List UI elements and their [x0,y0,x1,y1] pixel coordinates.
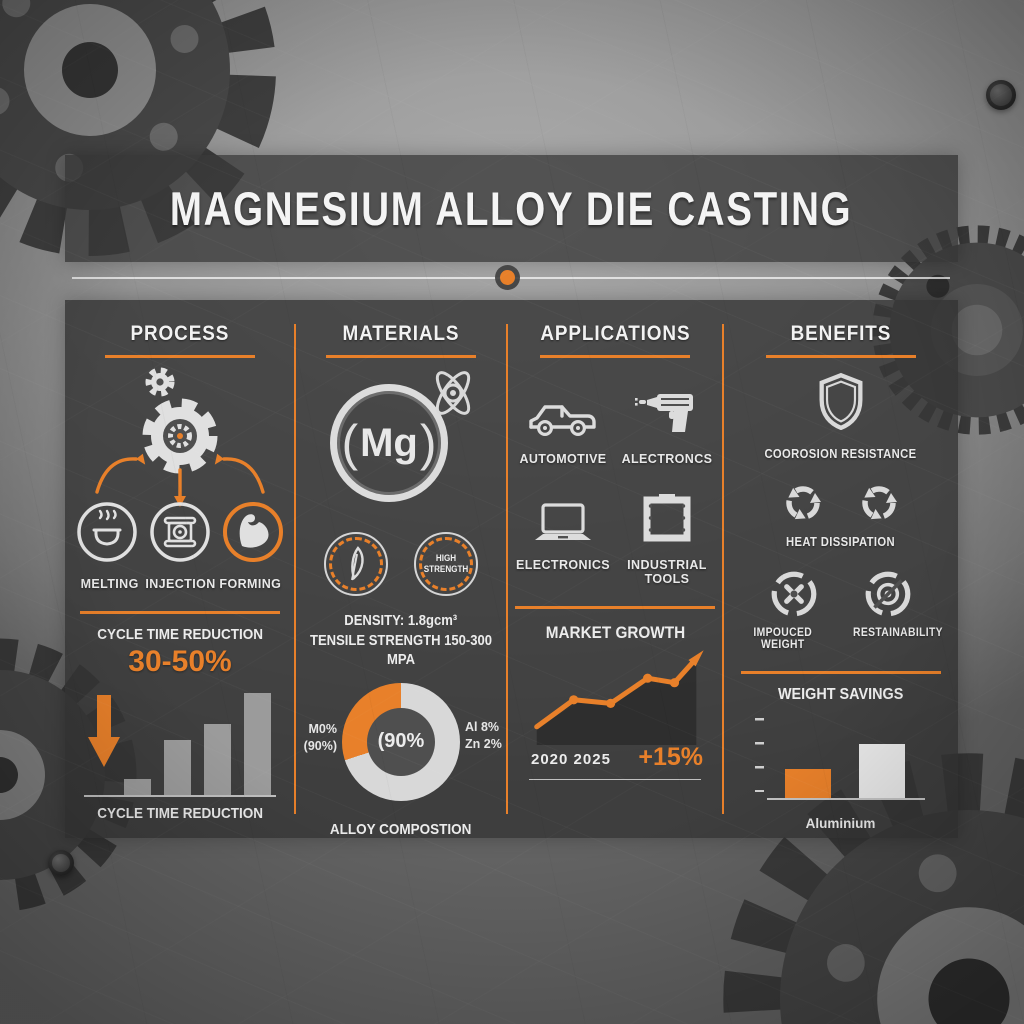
market-growth-heading: MARKET GROWTH [545,622,685,642]
donut-left-label: M0% (90%) [303,721,337,753]
cycle-value: 30-50% [128,644,232,678]
mg-ring-icon: (Mg) [330,384,448,502]
process-header: PROCESS [130,322,230,345]
cycle-bar [203,724,231,795]
infographic-panel: PROCESS [65,300,958,838]
page-title: MAGNESIUM ALLOY DIE CASTING [170,182,853,235]
strength-badge-label: HIGH STRENGTH [423,552,469,574]
alloy-caption: ALLOY COMPOSTION [330,820,472,838]
column-benefits: BENEFITS COOROSION RESISTANCE [723,300,958,838]
benefit-circle-icons-row [723,569,958,619]
market-baseline [529,778,701,780]
automotive-label: AUTOMOTIVE [519,452,607,466]
benefits-header: BENEFITS [790,322,891,345]
tensile-text: TENSILE STRENGTH 150-300 MPA [309,632,493,669]
column-materials: MATERIALS (Mg) [295,300,508,838]
applications-grid: AUTOMOTIVE [507,384,723,586]
application-item: INDUSTRIAL TOOLS [615,490,719,586]
donut-ring: (90% [342,682,460,801]
applications-header-underline [540,355,690,358]
high-strength-badge: HIGH STRENGTH [414,532,478,596]
applications-header: APPLICATIONS [539,322,691,345]
density-text: DENSITY: 1.8gcm³ [344,613,458,629]
market-growth-value: +15% [638,742,703,771]
melting-icon [77,502,137,562]
forming-icon [223,502,283,562]
heat-dissipation-label: HEAT DISSIPATION [786,535,895,549]
weight-savings-bar-chart [754,712,927,808]
flow-arrowheads [136,453,224,507]
atom-icon [435,371,471,415]
market-years: 2020 2025 [531,750,611,768]
alloy-composition-chart: M0% (90%) (90% Al 8% Zn 2% [295,682,507,811]
column-applications: APPLICATIONS AUTOMOTIVE [507,300,724,838]
materials-header-underline [326,355,476,358]
injection-icon [150,502,210,562]
shield-icon [819,372,862,431]
down-arrow-icon [88,694,120,767]
weight-savings-heading: WEIGHT SAVINGS [777,685,904,703]
cycle-heading: CYCLE TIME REDUCTION [97,625,263,643]
x-axis-baseline [766,797,925,800]
lightweight-badge [324,532,388,596]
small-gear-icon [145,367,175,397]
market-growth-labels: 2020 2025 +15% [525,743,705,779]
cycle-caption: CYCLE TIME REDUCTION [97,804,263,822]
application-item: ELECTRONICS [511,490,615,586]
electronics-label: ELECTRONICS [516,558,610,572]
application-item: ALECTRONCS [615,384,719,466]
market-growth-line-chart [534,649,704,745]
application-item: AUTOMOTIVE [511,384,615,466]
process-flow-diagram [77,367,283,562]
y-axis-ticks [754,717,764,792]
materials-header: MATERIALS [342,322,460,345]
flow-arrows [95,457,265,498]
restainability-label: RESTAINABILITY [853,627,944,639]
benefits-header-underline [765,355,916,358]
industrial-tools-label: INDUSTRIAL TOOLS [627,558,707,586]
material-badges: HIGH STRENGTH [295,532,507,596]
cycle-time-bar-chart [84,685,276,797]
impouced-weight-label: IMPOUCED WEIGHT [753,627,813,651]
injection-label: INJECTION [145,577,216,591]
corrosion-label: COOROSION RESISTANCE [764,447,917,461]
cycle-bar [243,693,271,795]
cycle-bar [163,739,191,795]
process-step-labels: MELTING INJECTION FORMING [65,577,295,591]
recycle-icon [785,486,821,520]
mg-symbol: Mg [360,420,418,465]
alectroncs-label: ALECTRONCS [621,452,713,466]
industrial-frame-icon [643,494,691,542]
car-icon [529,405,596,437]
column-process: PROCESS [65,300,296,838]
feather-icon [351,546,364,581]
reduced-weight-icon [771,571,816,617]
recycle-icon [861,486,897,520]
process-header-underline [105,355,255,358]
aluminium-bar [858,743,905,798]
applications-separator [515,606,715,609]
header-divider-dot [500,270,515,285]
melting-label: MELTING [80,577,139,591]
bolt-bottom-left [48,850,74,876]
weight-xaxis-label: Aluminium [805,815,876,831]
process-separator [80,611,280,614]
big-gear-icon [142,398,218,474]
forming-label: FORMING [219,577,282,591]
title-banner: MAGNESIUM ALLOY DIE CASTING [65,155,958,262]
drill-icon [635,394,693,432]
recycle-icons-row [723,479,958,527]
cycle-bar [123,779,151,795]
donut-center-label: (90% [367,707,435,776]
laptop-icon [535,503,591,540]
benefits-separator [740,671,941,674]
sustainability-target-icon [865,571,910,617]
donut-right-label: Al 8% Zn 2% [465,719,502,751]
gear-top-left [0,0,276,256]
benefit-bottom-labels: IMPOUCED WEIGHT RESTAINABILITY [723,627,958,651]
magnesium-element-figure: (Mg) [326,371,476,516]
magnesium-bar [784,768,831,798]
bolt-top-right [986,80,1016,110]
